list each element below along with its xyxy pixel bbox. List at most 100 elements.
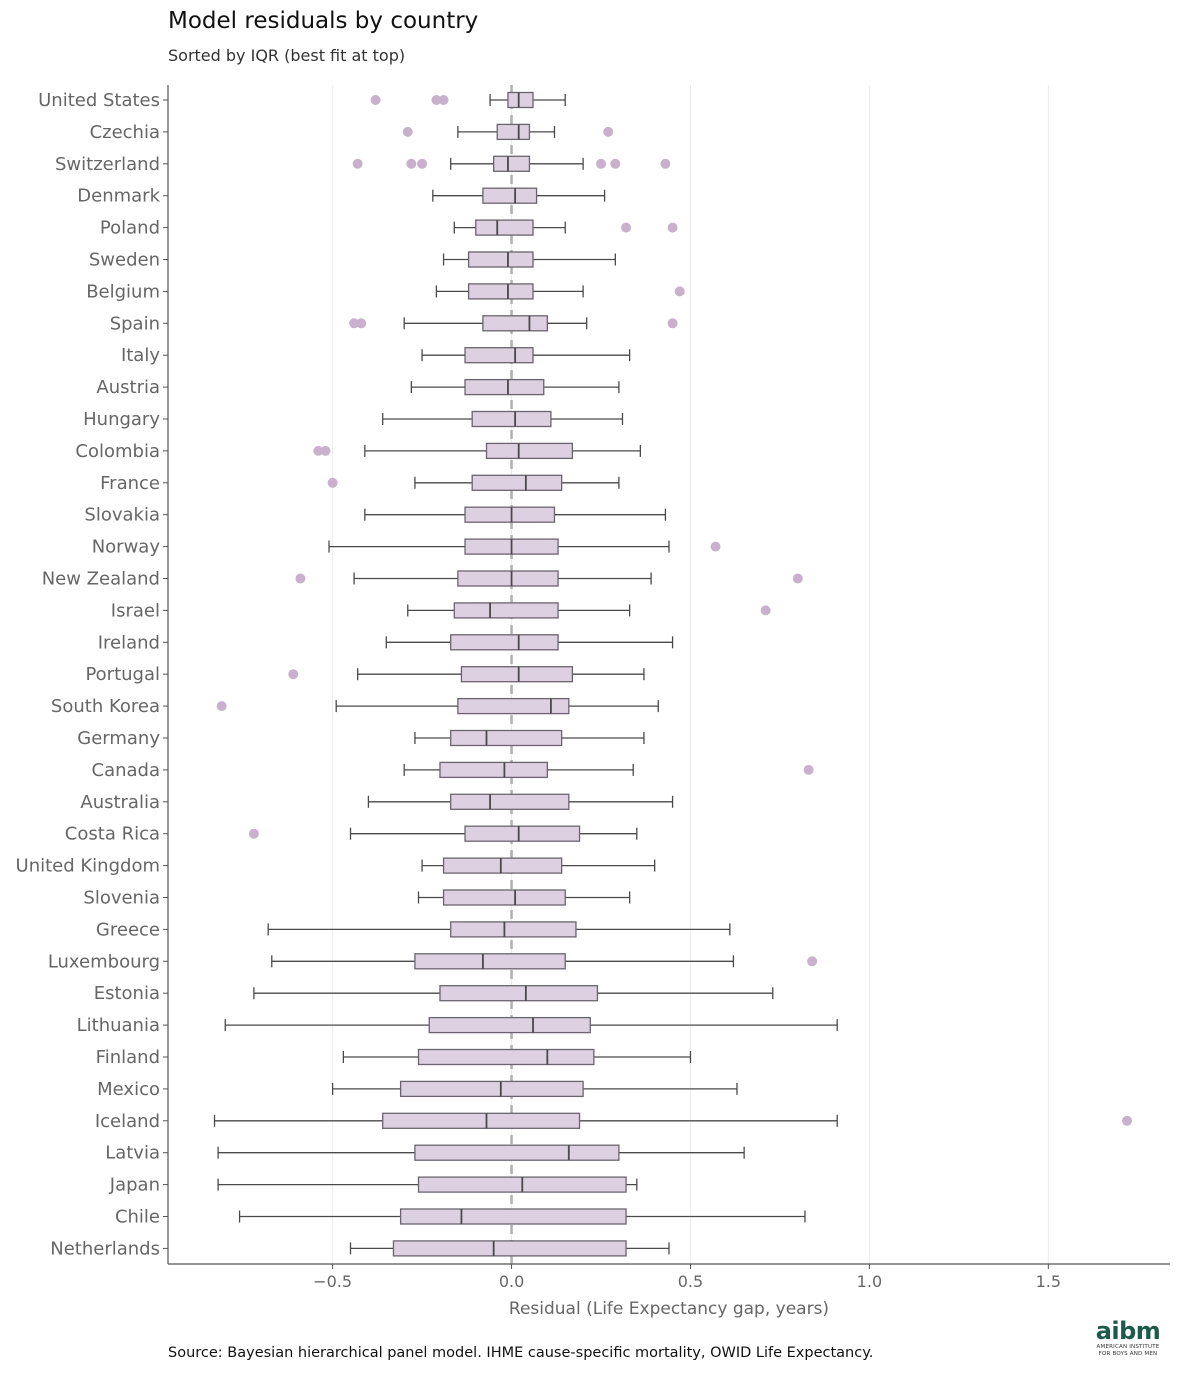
country-label: South Korea bbox=[51, 696, 160, 717]
iqr-box bbox=[450, 793, 570, 810]
iqr-box bbox=[464, 825, 581, 842]
source-note: Source: Bayesian hierarchical panel mode… bbox=[168, 1345, 874, 1361]
box-group bbox=[352, 155, 671, 172]
box-group bbox=[349, 315, 678, 332]
chart-subtitle: Sorted by IQR (best fit at top) bbox=[168, 46, 406, 65]
country-label: Portugal bbox=[85, 664, 160, 685]
outlier-point bbox=[710, 541, 721, 552]
box-group bbox=[382, 410, 624, 428]
country-label: Austria bbox=[96, 377, 160, 398]
box-group bbox=[248, 825, 638, 842]
iqr-box bbox=[414, 1144, 620, 1161]
outlier-point bbox=[352, 158, 363, 169]
box-group bbox=[217, 1144, 745, 1161]
iqr-box bbox=[467, 251, 534, 268]
x-tick-label: −0.5 bbox=[313, 1272, 352, 1291]
box-group bbox=[402, 123, 614, 141]
country-label: Luxembourg bbox=[48, 951, 160, 972]
country-label: Finland bbox=[96, 1047, 160, 1068]
country-label: Mexico bbox=[97, 1079, 160, 1100]
iqr-box bbox=[475, 219, 534, 236]
outlier-point bbox=[674, 286, 685, 297]
country-label: Italy bbox=[121, 345, 160, 366]
outlier-point bbox=[295, 573, 306, 584]
logo-line-1: AMERICAN INSTITUTE bbox=[1096, 1344, 1160, 1350]
outlier-point bbox=[406, 158, 417, 169]
country-label: Spain bbox=[110, 313, 160, 334]
country-label: Switzerland bbox=[55, 154, 160, 175]
box-group bbox=[295, 570, 803, 587]
country-label: Israel bbox=[111, 600, 160, 621]
outlier-point bbox=[438, 95, 449, 105]
country-label: Denmark bbox=[77, 186, 160, 207]
box-group bbox=[349, 1240, 670, 1257]
outlier-point bbox=[792, 573, 803, 584]
iqr-box bbox=[428, 1016, 591, 1034]
outlier-point bbox=[621, 222, 632, 233]
country-label: New Zealand bbox=[42, 569, 160, 590]
box-group bbox=[453, 219, 678, 236]
iqr-box bbox=[439, 985, 599, 1002]
outlier-point bbox=[596, 158, 607, 169]
outlier-point bbox=[402, 126, 413, 137]
country-labels: United States Czechia Switzerland Denmark Po… bbox=[16, 90, 161, 1259]
country-label: Czechia bbox=[90, 122, 160, 143]
box-group bbox=[331, 1080, 738, 1098]
outlier-point bbox=[288, 669, 299, 680]
iqr-box bbox=[464, 506, 556, 523]
outlier-point bbox=[803, 764, 814, 775]
box-group bbox=[328, 538, 721, 555]
box-group bbox=[407, 602, 771, 619]
outlier-point bbox=[349, 318, 360, 329]
box-group bbox=[238, 1208, 806, 1225]
x-tick-label: 1.0 bbox=[857, 1272, 882, 1291]
outlier-point bbox=[248, 828, 259, 839]
iqr-box bbox=[453, 602, 559, 619]
country-label: Canada bbox=[92, 760, 161, 781]
x-tick-label: 0.5 bbox=[678, 1272, 703, 1291]
country-label: Australia bbox=[80, 792, 160, 813]
country-label: United States bbox=[38, 90, 160, 111]
country-label: Greece bbox=[96, 919, 160, 940]
country-label: Lithuania bbox=[77, 1015, 160, 1036]
country-label: Colombia bbox=[75, 441, 160, 462]
iqr-box bbox=[450, 921, 577, 938]
outlier-point bbox=[603, 126, 614, 137]
iqr-box bbox=[492, 155, 531, 172]
outlier-point bbox=[327, 477, 338, 488]
box-group bbox=[253, 985, 774, 1002]
country-label: France bbox=[100, 473, 160, 494]
iqr-box bbox=[399, 1080, 584, 1098]
country-label: Slovenia bbox=[83, 888, 160, 909]
outlier-point bbox=[660, 158, 671, 169]
iqr-box bbox=[471, 474, 563, 491]
box-group bbox=[410, 378, 620, 396]
logo-line-2: FOR BOYS AND MEN bbox=[1098, 1351, 1158, 1357]
country-label: Latvia bbox=[105, 1143, 160, 1164]
aibm-logo: aibm AMERICAN INSTITUTE FOR BOYS AND MEN bbox=[1092, 1318, 1164, 1358]
outlier-point bbox=[417, 158, 428, 169]
iqr-box bbox=[485, 442, 574, 460]
outlier-point bbox=[356, 318, 367, 329]
country-label: Estonia bbox=[94, 983, 160, 1004]
iqr-box bbox=[392, 1240, 627, 1257]
x-axis-label: Residual (Life Expectancy gap, years) bbox=[509, 1299, 829, 1319]
country-label: Sweden bbox=[89, 250, 160, 271]
x-tick-label: 0.0 bbox=[499, 1272, 524, 1291]
country-label: Norway bbox=[92, 537, 161, 558]
outlier-point bbox=[313, 445, 324, 456]
country-label: Belgium bbox=[86, 281, 160, 302]
outlier-point bbox=[610, 158, 621, 169]
country-label: Slovakia bbox=[84, 505, 160, 526]
box-group bbox=[313, 442, 642, 460]
x-tick-label: 1.5 bbox=[1036, 1272, 1061, 1291]
logo-wordmark: aibm bbox=[1095, 1317, 1161, 1345]
outlier-point bbox=[1122, 1115, 1133, 1126]
iqr-box bbox=[482, 315, 548, 332]
country-label: Iceland bbox=[95, 1111, 160, 1132]
iqr-box bbox=[439, 761, 548, 779]
outlier-point bbox=[667, 222, 678, 233]
axes: −0.5 0.0 0.5 1.0 1.5 bbox=[163, 85, 1170, 1291]
box-group bbox=[216, 697, 659, 715]
